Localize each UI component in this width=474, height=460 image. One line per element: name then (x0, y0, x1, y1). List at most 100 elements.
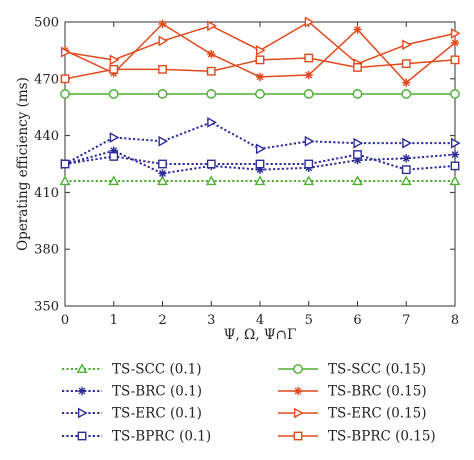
data-point (255, 45, 266, 56)
x-tick-label: 4 (256, 313, 264, 328)
data-point (60, 89, 70, 99)
legend-item: TS-BRC (0.1) (62, 384, 202, 400)
data-point (157, 89, 168, 99)
data-point (108, 175, 120, 186)
y-axis-title: Operating efficiency (ms) (15, 77, 31, 251)
data-point (109, 54, 120, 66)
x-tick-label: 5 (305, 313, 313, 328)
data-point (109, 132, 120, 143)
y-tick-label: 440 (34, 129, 59, 144)
data-point (353, 63, 362, 72)
y-tick-label: 500 (34, 16, 59, 31)
data-point (158, 159, 167, 169)
data-point (158, 169, 167, 178)
y-tick-label: 380 (34, 243, 59, 258)
legend-item: TS-ERC (0.1) (62, 406, 202, 422)
data-point (255, 55, 265, 65)
x-tick-label: 2 (158, 313, 166, 328)
data-point (108, 89, 119, 99)
data-point (255, 89, 265, 99)
legend-label: TS-BRC (0.1) (112, 384, 202, 400)
y-axis: 350 380 410 440 470 500 (34, 16, 455, 315)
data-point (205, 175, 217, 186)
data-point (158, 64, 167, 74)
x-tick-label: 3 (207, 313, 215, 328)
legend-item: TS-SCC (0.1) (62, 362, 202, 378)
data-point (304, 16, 315, 28)
data-point (450, 89, 460, 99)
data-point (401, 165, 411, 175)
legend-label: TS-BPRC (0.15) (328, 429, 436, 445)
data-point (450, 137, 461, 149)
data-point (449, 175, 461, 186)
legend-label: TS-SCC (0.1) (112, 362, 202, 378)
data-point (304, 159, 314, 169)
data-point (303, 175, 315, 186)
data-point (255, 165, 265, 174)
series-layer (59, 16, 461, 186)
data-point (450, 55, 460, 65)
data-point (255, 159, 265, 169)
data-point (60, 74, 70, 84)
series-ts-bprc-0-15 (60, 53, 460, 84)
legend-marker (293, 407, 304, 419)
data-point (207, 49, 216, 59)
y-tick-label: 470 (34, 72, 59, 87)
data-point (353, 137, 364, 149)
data-point (450, 150, 460, 159)
data-point (400, 175, 412, 186)
legend-marker (293, 386, 303, 396)
data-point (158, 19, 167, 29)
data-point (450, 27, 461, 39)
x-tick-label: 0 (61, 313, 69, 328)
data-point (255, 143, 266, 155)
data-point (450, 161, 460, 171)
data-point (109, 64, 119, 74)
data-point (353, 150, 362, 159)
data-point (402, 78, 411, 87)
data-point (59, 175, 71, 186)
y-tick-label: 350 (34, 300, 59, 315)
data-point (352, 175, 363, 186)
data-point (206, 89, 217, 99)
data-point (304, 53, 314, 63)
data-point (303, 89, 314, 99)
data-point (401, 59, 411, 69)
data-point (109, 146, 118, 155)
legend-item: TS-BPRC (0.1) (62, 429, 211, 445)
legend-marker (293, 364, 303, 374)
data-point (207, 20, 217, 32)
data-point (401, 89, 412, 99)
data-point (255, 72, 265, 82)
x-axis-title: Ψ, Ω, Ψ∩Γ (224, 327, 297, 343)
legend-marker (77, 386, 87, 396)
data-point (60, 46, 71, 58)
legend-label: TS-BRC (0.15) (328, 384, 427, 400)
x-tick-label: 8 (451, 313, 459, 328)
data-point (402, 39, 412, 51)
series-ts-erc-0-1 (60, 116, 461, 170)
legend-label: TS-SCC (0.15) (328, 362, 426, 378)
data-point (158, 135, 169, 147)
legend-marker (76, 363, 88, 374)
data-point (206, 159, 216, 169)
legend-item: TS-BRC (0.15) (278, 384, 427, 400)
series-ts-scc-0-15 (60, 89, 460, 99)
data-point (254, 175, 266, 186)
series-ts-scc-0-1 (59, 175, 461, 186)
legend-label: TS-ERC (0.1) (112, 406, 202, 422)
data-point (402, 137, 412, 149)
legend: TS-SCC (0.1) TS-SCC (0.15) TS-BRC (0.1) TS-… (62, 362, 436, 445)
legend-item: TS-BPRC (0.15) (278, 429, 436, 445)
y-tick-label: 410 (34, 186, 59, 201)
legend-marker (77, 431, 87, 441)
x-axis: 0 1 2 3 4 5 6 7 8 (61, 22, 459, 328)
data-point (450, 38, 460, 48)
x-tick-label: 1 (110, 313, 118, 328)
x-tick-label: 6 (353, 313, 361, 328)
data-point (207, 116, 217, 128)
legend-item: TS-SCC (0.15) (278, 362, 426, 378)
data-point (304, 135, 315, 147)
data-point (352, 89, 363, 99)
